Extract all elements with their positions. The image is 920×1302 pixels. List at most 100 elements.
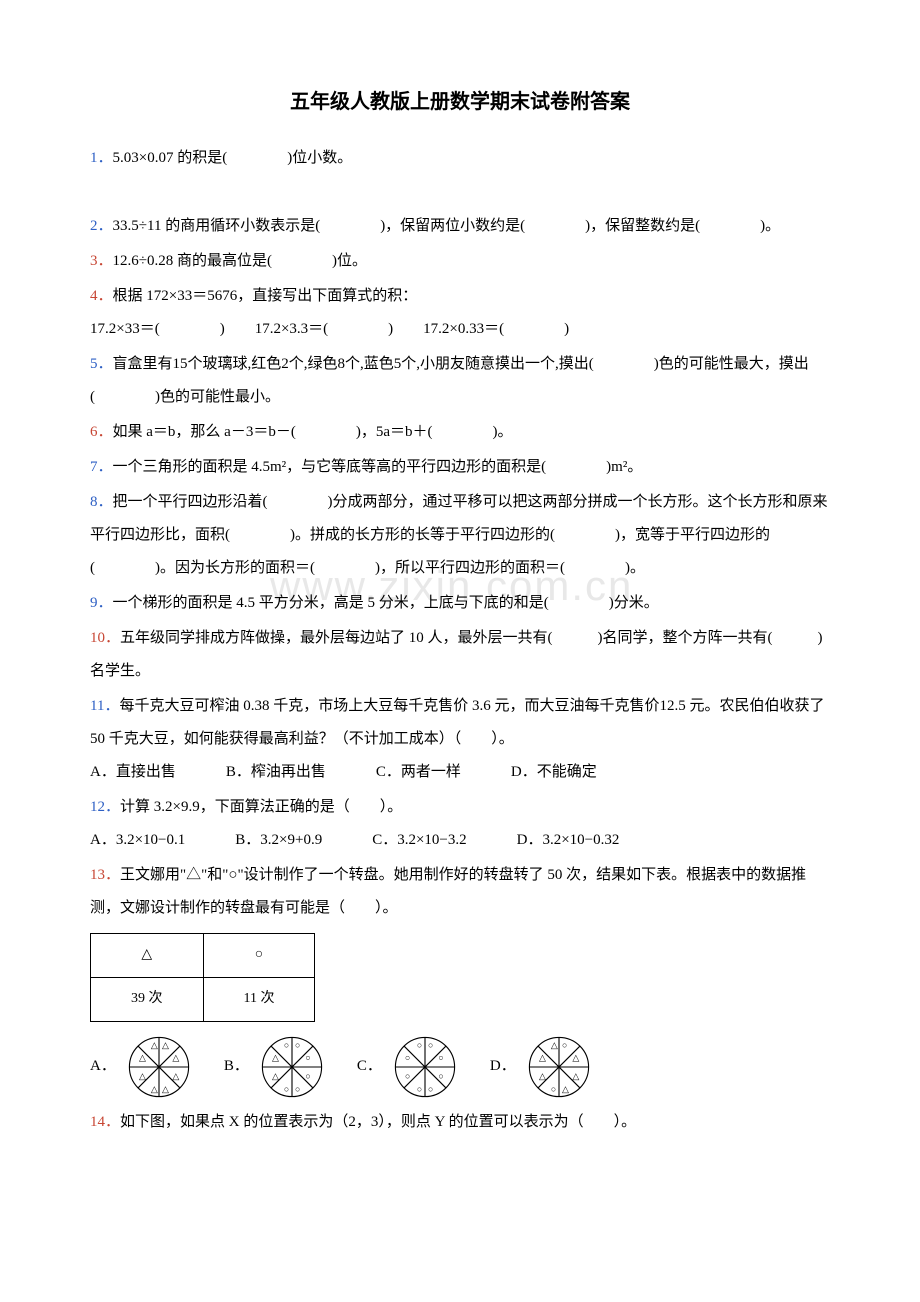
q10-number: 10． <box>90 630 120 646</box>
svg-text:○: ○ <box>428 1039 433 1049</box>
svg-text:○: ○ <box>562 1039 567 1049</box>
svg-text:△: △ <box>272 1070 279 1080</box>
wheel-c-icon: ○ ○ ○ ○ ○ ○ ○ ○ <box>388 1030 462 1104</box>
svg-text:○: ○ <box>405 1052 410 1062</box>
q13-number: 13． <box>90 867 120 883</box>
svg-text:△: △ <box>139 1052 146 1062</box>
q12-optA: A．3.2×10−0.1 <box>90 824 185 857</box>
q4-text: 根据 172×33＝5676，直接写出下面算式的积： <box>113 288 418 304</box>
svg-text:○: ○ <box>417 1084 422 1094</box>
q14-number: 14． <box>90 1114 120 1130</box>
q5-number: 5． <box>90 356 113 372</box>
q13-optD-wrap: D． △ ○ △ △ △ △ ○ △ <box>490 1030 596 1104</box>
q13-text: 王文娜用"△"和"○"设计制作了一个转盘。她用制作好的转盘转了 50 次，结果如… <box>90 867 806 916</box>
q10-text: 五年级同学排成方阵做操，最外层每边站了 10 人，最外层一共有( )名同学，整个… <box>90 630 823 679</box>
q6-text: 如果 a＝b，那么 a－3＝b－( )，5a＝b＋( )。 <box>113 424 513 440</box>
q13-wheel-options: A． △ △ △ △ △ △ △ △ B． <box>90 1030 830 1104</box>
q13-optC-wrap: C． ○ ○ ○ ○ ○ ○ ○ ○ <box>357 1030 462 1104</box>
q4-number: 4． <box>90 288 113 304</box>
q13-tv1: 39 次 <box>91 977 204 1021</box>
q12-text: 计算 3.2×9.9，下面算法正确的是（ ）。 <box>120 799 402 815</box>
svg-text:△: △ <box>572 1052 579 1062</box>
svg-text:△: △ <box>551 1039 558 1049</box>
wheel-b-icon: ○ ○ △ ○ △ ○ ○ ○ <box>255 1030 329 1104</box>
question-7: 7．一个三角形的面积是 4.5m²，与它等底等高的平行四边形的面积是( )m²。 <box>90 451 830 484</box>
q5-text: 盲盒里有15个玻璃球,红色2个,绿色8个,蓝色5个,小朋友随意摸出一个,摸出( … <box>90 356 809 405</box>
svg-text:△: △ <box>539 1052 546 1062</box>
q13-optA-wrap: A． △ △ △ △ △ △ △ △ <box>90 1030 196 1104</box>
q14-text: 如下图，如果点 X 的位置表示为（2，3），则点 Y 的位置可以表示为（ ）。 <box>120 1114 636 1130</box>
question-10: 10．五年级同学排成方阵做操，最外层每边站了 10 人，最外层一共有( )名同学… <box>90 622 830 688</box>
q11-text: 每千克大豆可榨油 0.38 千克，市场上大豆每千克售价 3.6 元，而大豆油每千… <box>90 698 824 747</box>
svg-text:△: △ <box>162 1084 169 1094</box>
q2-number: 2． <box>90 218 113 234</box>
q13-optA-label: A． <box>90 1050 116 1083</box>
question-6: 6．如果 a＝b，那么 a－3＝b－( )，5a＝b＋( )。 <box>90 416 830 449</box>
q13-table: △ ○ 39 次 11 次 <box>90 933 315 1022</box>
svg-text:△: △ <box>572 1070 579 1080</box>
svg-text:△: △ <box>562 1084 569 1094</box>
q13-th2: ○ <box>203 934 315 978</box>
svg-text:○: ○ <box>295 1084 300 1094</box>
q7-text: 一个三角形的面积是 4.5m²，与它等底等高的平行四边形的面积是( )m²。 <box>113 459 643 475</box>
question-4: 4．根据 172×33＝5676，直接写出下面算式的积： 17.2×33＝( )… <box>90 280 830 346</box>
svg-text:△: △ <box>172 1070 179 1080</box>
svg-text:△: △ <box>539 1070 546 1080</box>
q12-options: A．3.2×10−0.1 B．3.2×9+0.9 C．3.2×10−3.2 D．… <box>90 824 830 857</box>
question-2: 2．33.5÷11 的商用循环小数表示是( )，保留两位小数约是( )，保留整数… <box>90 210 830 243</box>
q12-optD: D．3.2×10−0.32 <box>517 824 620 857</box>
q13-th1: △ <box>91 934 204 978</box>
svg-text:△: △ <box>139 1070 146 1080</box>
q2-text: 33.5÷11 的商用循环小数表示是( )，保留两位小数约是( )，保留整数约是… <box>113 218 781 234</box>
q8-number: 8． <box>90 494 113 510</box>
q13-tv2: 11 次 <box>203 977 315 1021</box>
question-11: 11．每千克大豆可榨油 0.38 千克，市场上大豆每千克售价 3.6 元，而大豆… <box>90 690 830 789</box>
question-14: 14．如下图，如果点 X 的位置表示为（2，3），则点 Y 的位置可以表示为（ … <box>90 1106 830 1139</box>
q3-text: 12.6÷0.28 商的最高位是( )位。 <box>113 253 367 269</box>
document-content: 五年级人教版上册数学期末试卷附答案 1．5.03×0.07 的积是( )位小数。… <box>90 80 830 1139</box>
q13-optB-label: B． <box>224 1050 249 1083</box>
q11-optA: A．直接出售 <box>90 756 176 789</box>
svg-text:○: ○ <box>551 1084 556 1094</box>
svg-text:○: ○ <box>305 1052 310 1062</box>
q9-text: 一个梯形的面积是 4.5 平方分米，高是 5 分米，上底与下底的和是( )分米。 <box>113 595 659 611</box>
svg-text:○: ○ <box>405 1070 410 1080</box>
q9-number: 9． <box>90 595 113 611</box>
q12-number: 12． <box>90 799 120 815</box>
svg-text:○: ○ <box>438 1070 443 1080</box>
svg-text:○: ○ <box>428 1084 433 1094</box>
svg-text:△: △ <box>272 1052 279 1062</box>
wheel-d-icon: △ ○ △ △ △ △ ○ △ <box>522 1030 596 1104</box>
q13-optB-wrap: B． ○ ○ △ ○ △ ○ ○ ○ <box>224 1030 329 1104</box>
q12-optC: C．3.2×10−3.2 <box>372 824 466 857</box>
question-9: 9．一个梯形的面积是 4.5 平方分米，高是 5 分米，上底与下底的和是( )分… <box>90 587 830 620</box>
q11-number: 11． <box>90 698 119 714</box>
svg-text:○: ○ <box>284 1039 289 1049</box>
svg-text:△: △ <box>151 1039 158 1049</box>
svg-text:○: ○ <box>284 1084 289 1094</box>
q8-text: 把一个平行四边形沿着( )分成两部分，通过平移可以把这两部分拼成一个长方形。这个… <box>90 494 828 576</box>
svg-text:△: △ <box>172 1052 179 1062</box>
q4-line2: 17.2×33＝( ) 17.2×3.3＝( ) 17.2×0.33＝( ) <box>90 313 830 346</box>
q11-optC: C．两者一样 <box>376 756 461 789</box>
q12-optB: B．3.2×9+0.9 <box>235 824 322 857</box>
question-5: 5．盲盒里有15个玻璃球,红色2个,绿色8个,蓝色5个,小朋友随意摸出一个,摸出… <box>90 348 830 414</box>
wheel-a-icon: △ △ △ △ △ △ △ △ <box>122 1030 196 1104</box>
svg-text:○: ○ <box>295 1039 300 1049</box>
page-title: 五年级人教版上册数学期末试卷附答案 <box>90 80 830 124</box>
q3-number: 3． <box>90 253 113 269</box>
question-1: 1．5.03×0.07 的积是( )位小数。 <box>90 142 830 175</box>
q11-options: A．直接出售 B．榨油再出售 C．两者一样 D．不能确定 <box>90 756 830 789</box>
question-3: 3．12.6÷0.28 商的最高位是( )位。 <box>90 245 830 278</box>
svg-text:○: ○ <box>438 1052 443 1062</box>
svg-text:○: ○ <box>417 1039 422 1049</box>
svg-text:○: ○ <box>305 1070 310 1080</box>
svg-text:△: △ <box>151 1084 158 1094</box>
q11-optD: D．不能确定 <box>511 756 597 789</box>
svg-text:△: △ <box>162 1039 169 1049</box>
q1-text: 5.03×0.07 的积是( )位小数。 <box>113 150 353 166</box>
question-13: 13．王文娜用"△"和"○"设计制作了一个转盘。她用制作好的转盘转了 50 次，… <box>90 859 830 1104</box>
q1-number: 1． <box>90 150 113 166</box>
q13-optC-label: C． <box>357 1050 382 1083</box>
question-8: 8．把一个平行四边形沿着( )分成两部分，通过平移可以把这两部分拼成一个长方形。… <box>90 486 830 585</box>
